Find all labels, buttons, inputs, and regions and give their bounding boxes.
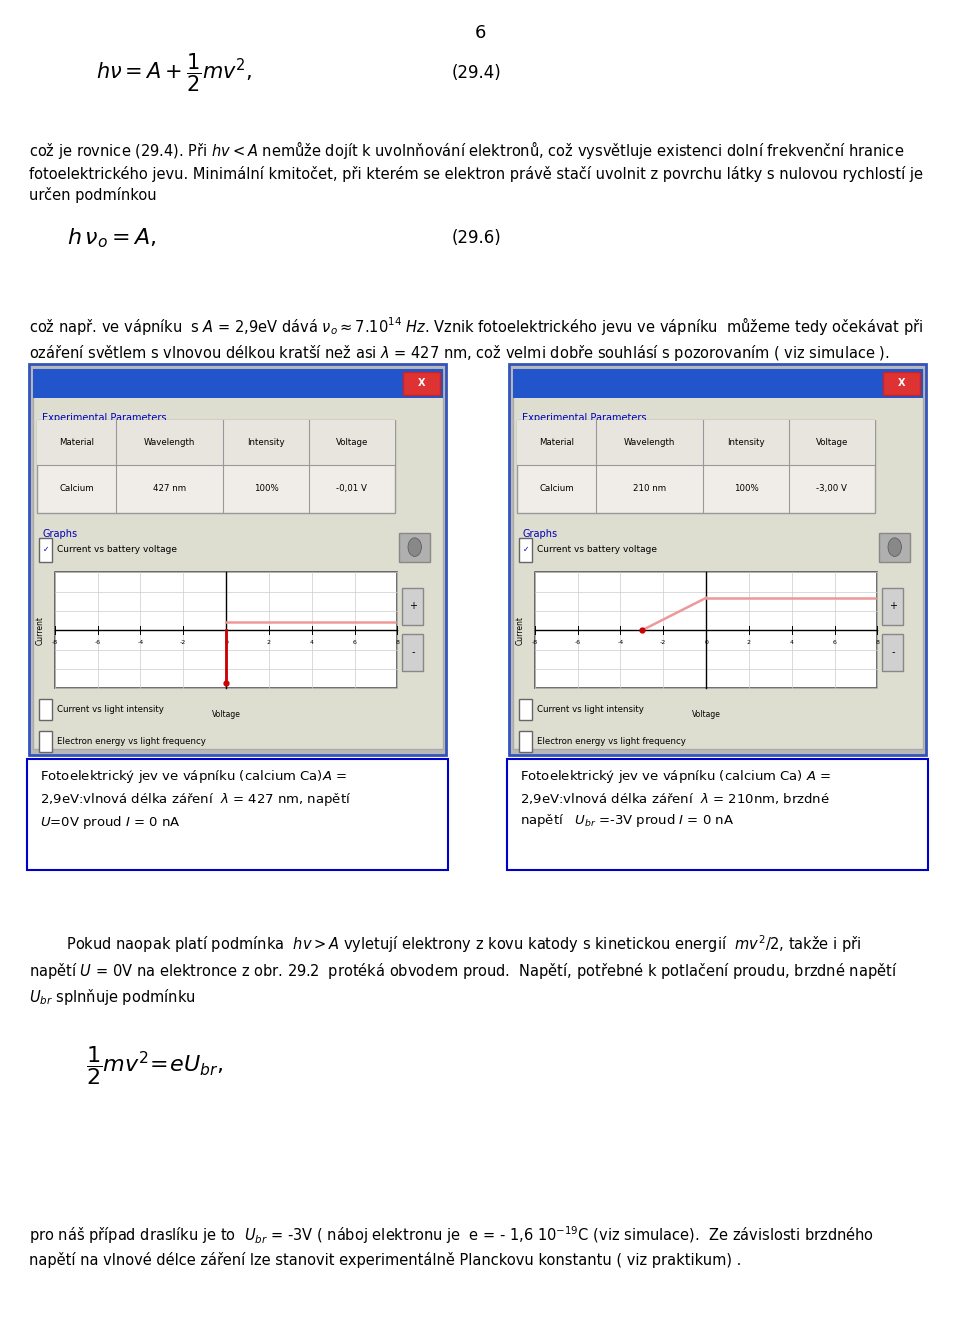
Text: Calcium: Calcium <box>540 485 574 493</box>
Bar <box>39 538 52 561</box>
FancyBboxPatch shape <box>507 759 928 870</box>
Bar <box>882 634 903 671</box>
Bar <box>399 532 430 561</box>
Bar <box>33 369 443 397</box>
Text: 2: 2 <box>267 639 271 645</box>
Text: $h\nu = A + \dfrac{1}{2}mv^2,$: $h\nu = A + \dfrac{1}{2}mv^2,$ <box>96 52 252 94</box>
Text: 8: 8 <box>396 639 399 645</box>
Text: 6: 6 <box>832 639 836 645</box>
Text: -4: -4 <box>617 639 624 645</box>
Text: Current: Current <box>516 616 525 645</box>
Text: (29.6): (29.6) <box>451 229 501 248</box>
Text: Current vs light intensity: Current vs light intensity <box>537 706 643 714</box>
Text: Wavelength: Wavelength <box>624 438 675 446</box>
Text: ✓: ✓ <box>42 545 49 555</box>
Text: -2: -2 <box>660 639 666 645</box>
Text: Graphs: Graphs <box>522 528 558 539</box>
Text: Fotoelektrický jev ve vápníku (calcium Ca)$A$ =
2,9eV:vlnová délka záření  $\lam: Fotoelektrický jev ve vápníku (calcium C… <box>40 768 351 831</box>
Bar <box>883 372 920 396</box>
Text: 4: 4 <box>790 639 794 645</box>
Text: Experimental Parameters: Experimental Parameters <box>522 413 647 424</box>
Text: +: + <box>889 601 897 612</box>
Text: Calcium: Calcium <box>60 485 94 493</box>
Text: $h\,\nu_o = A,$: $h\,\nu_o = A,$ <box>67 226 156 250</box>
Text: Current vs battery voltage: Current vs battery voltage <box>57 545 177 555</box>
Text: (29.4): (29.4) <box>451 64 501 82</box>
Bar <box>55 572 397 688</box>
Bar <box>37 420 395 512</box>
Text: $\dfrac{1}{2}mv^2\!=\!eU_{br},$: $\dfrac{1}{2}mv^2\!=\!eU_{br},$ <box>86 1045 224 1087</box>
Text: Electron energy vs light frequency: Electron energy vs light frequency <box>57 737 205 745</box>
Bar <box>402 634 423 671</box>
Bar <box>37 420 395 465</box>
Text: -3,00 V: -3,00 V <box>816 485 847 493</box>
Text: Current: Current <box>36 616 45 645</box>
Text: což např. ve vápníku  s $A$ = 2,9eV dává $\nu_o\approx7.10^{14}$ $Hz$. Vznik fot: což např. ve vápníku s $A$ = 2,9eV dává … <box>29 315 924 363</box>
Text: -0,01 V: -0,01 V <box>336 485 367 493</box>
Bar <box>403 372 440 396</box>
Bar <box>519 731 532 752</box>
Bar <box>33 369 443 749</box>
Text: 4: 4 <box>310 639 314 645</box>
Text: -8: -8 <box>52 639 58 645</box>
Text: Intensity: Intensity <box>247 438 285 446</box>
Text: Material: Material <box>540 438 574 446</box>
Text: -6: -6 <box>574 639 581 645</box>
Bar <box>513 369 923 397</box>
Bar <box>517 420 875 512</box>
Text: ✓: ✓ <box>522 545 529 555</box>
Text: Experimental Parameters: Experimental Parameters <box>42 413 167 424</box>
Bar <box>513 369 923 749</box>
Bar <box>879 532 910 561</box>
Text: X: X <box>898 379 905 388</box>
Text: 210 nm: 210 nm <box>633 485 666 493</box>
Text: což je rovnice (29.4). Při $hv<A$ nemůže dojít k uvolnňování elektronů, což vysv: což je rovnice (29.4). Při $hv<A$ nemůže… <box>29 139 923 204</box>
Text: -: - <box>891 647 895 658</box>
Text: pro náš případ draslíku je to  $U_{br}$ = -3V ( náboj elektronu je  e = - 1,6 10: pro náš případ draslíku je to $U_{br}$ =… <box>29 1225 874 1267</box>
Text: Electron energy vs light frequency: Electron energy vs light frequency <box>537 737 685 745</box>
Bar <box>519 538 532 561</box>
Text: Material: Material <box>60 438 94 446</box>
Text: Current vs light intensity: Current vs light intensity <box>57 706 163 714</box>
Text: 8: 8 <box>876 639 879 645</box>
Bar <box>39 699 52 720</box>
Text: Intensity: Intensity <box>727 438 765 446</box>
FancyBboxPatch shape <box>27 759 448 870</box>
Text: Voltage: Voltage <box>691 710 721 719</box>
Bar <box>882 588 903 625</box>
Text: -8: -8 <box>532 639 538 645</box>
Text: 0: 0 <box>224 639 228 645</box>
Text: 427 nm: 427 nm <box>153 485 186 493</box>
Circle shape <box>408 538 421 556</box>
Text: -4: -4 <box>137 639 144 645</box>
Text: 0: 0 <box>704 639 708 645</box>
Text: -: - <box>411 647 415 658</box>
Text: Fotoelektrický jev ve vápníku (calcium Ca) $A$ =
2,9eV:vlnová délka záření  $\la: Fotoelektrický jev ve vápníku (calcium C… <box>520 768 831 829</box>
Bar <box>517 420 875 465</box>
Text: 2: 2 <box>747 639 751 645</box>
Bar <box>39 731 52 752</box>
Text: Voltage: Voltage <box>335 438 368 446</box>
Text: +: + <box>409 601 417 612</box>
Bar <box>519 699 532 720</box>
Text: 6: 6 <box>352 639 356 645</box>
Text: Wavelength: Wavelength <box>144 438 195 446</box>
Text: Pokud naopak platí podmínka  $hv >A$ vyletují elektrony z kovu katody s kinetick: Pokud naopak platí podmínka $hv >A$ vyle… <box>29 933 898 1008</box>
Text: -6: -6 <box>94 639 101 645</box>
Bar <box>535 572 877 688</box>
Text: Graphs: Graphs <box>42 528 78 539</box>
Bar <box>402 588 423 625</box>
Text: Voltage: Voltage <box>815 438 848 446</box>
Text: Current vs battery voltage: Current vs battery voltage <box>537 545 657 555</box>
Text: 100%: 100% <box>733 485 758 493</box>
Text: -2: -2 <box>180 639 186 645</box>
Bar <box>29 364 446 755</box>
Text: Voltage: Voltage <box>211 710 241 719</box>
Text: X: X <box>418 379 425 388</box>
Text: 100%: 100% <box>253 485 278 493</box>
Bar <box>509 364 926 755</box>
Text: 6: 6 <box>474 24 486 42</box>
Circle shape <box>888 538 901 556</box>
